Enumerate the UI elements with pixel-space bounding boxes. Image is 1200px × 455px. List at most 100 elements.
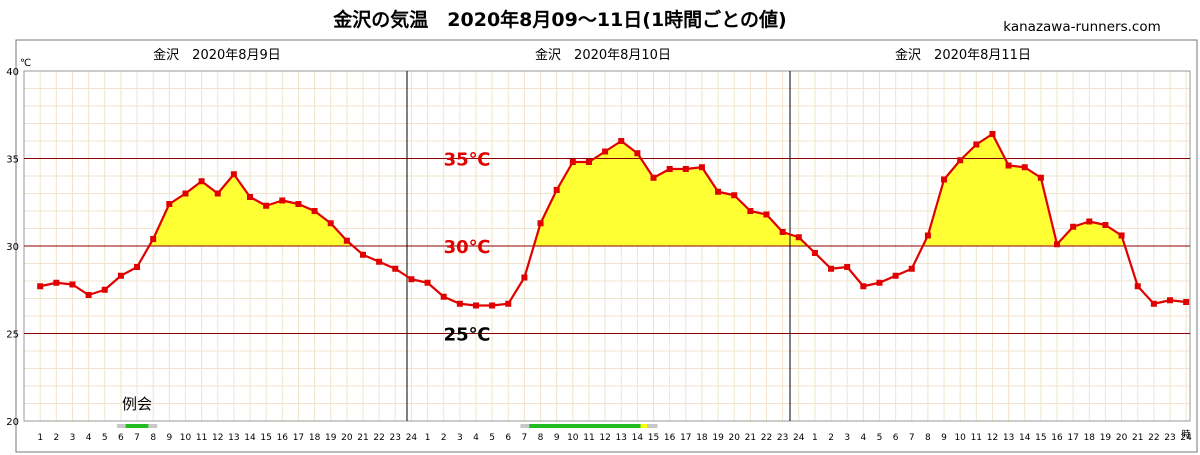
data-point [134,264,141,270]
x-tick-label: 13 [1003,433,1014,443]
x-tick-label: 1 [37,433,43,443]
daylight-bar-highlight [640,424,648,428]
y-tick-label: 20 [6,417,19,428]
data-point [682,166,689,172]
x-tick-label: 15 [260,433,271,443]
data-point [360,251,366,258]
y-tick-label: 40 [6,67,19,78]
x-tick-label: 6 [505,433,511,443]
data-point [327,220,334,227]
data-point [747,208,754,214]
data-point [618,138,625,144]
data-point [505,300,512,307]
data-point [37,283,44,290]
reference-lines [24,158,1190,334]
x-tick-label: 15 [1035,433,1046,443]
data-point [1183,299,1190,305]
x-tick-label: 21 [1132,433,1143,443]
reference-label-35: 35℃ [444,150,491,171]
y-tick-label: 35 [6,155,19,166]
data-point [392,265,399,272]
x-tick-label: 1 [425,433,431,443]
x-tick-label: 7 [134,433,140,443]
data-point [166,201,173,207]
data-point [731,192,738,199]
x-tick-label: 16 [664,433,676,443]
y-axis: 20 25 30 35 40℃ [6,58,31,428]
x-tick-label: 3 [844,433,850,443]
x-tick-label: 6 [893,433,899,443]
data-point [230,171,237,178]
daylight-bars [116,424,658,428]
x-tick-label: 9 [166,433,172,443]
x-tick-label: 5 [489,433,495,443]
x-tick-label: 3 [70,433,76,443]
data-point [456,300,463,307]
y-unit-label: ℃ [20,58,31,69]
x-tick-label: 9 [941,433,947,443]
chart-title: 金沢の気温 2020年8月09～11日(1時間ごとの値) [332,8,786,31]
x-tick-label: 17 [1067,433,1078,443]
x-tick-label: 14 [244,433,256,443]
data-point [650,174,657,181]
x-tick-label: 17 [680,433,691,443]
data-point [811,250,818,256]
data-point [1086,218,1093,225]
data-point [569,159,576,165]
data-point [311,208,318,214]
data-point [1037,174,1044,181]
data-point [472,302,479,309]
area-above-30 [40,134,1187,246]
data-point [1005,162,1012,169]
x-tick-label: 9 [554,433,560,443]
reference-label-25: 25℃ [444,325,491,346]
x-tick-label: 4 [473,433,479,443]
data-point [182,190,189,197]
x-tick-label: 10 [954,433,966,443]
data-point [247,194,254,200]
x-tick-label: 19 [1100,433,1112,443]
x-tick-label: 8 [150,433,156,443]
data-point [117,272,124,279]
y-tick-label: 30 [6,242,19,253]
x-tick-label: 20 [1116,433,1128,443]
data-point [376,258,383,265]
data-point [295,201,302,207]
data-point [1167,297,1173,304]
x-tick-label: 13 [228,433,239,443]
x-tick-label: 23 [777,433,788,443]
data-point [343,237,350,244]
data-point [698,164,705,171]
temperature-line [39,132,1187,307]
data-point [763,211,770,218]
data-point [844,264,851,270]
x-tick-label: 10 [180,433,192,443]
x-tick-label: 19 [325,433,337,443]
data-point [408,276,415,283]
reference-labels: 35℃ 30℃ 25℃ [444,150,491,346]
x-tick-label: 18 [1084,433,1096,443]
x-tick-label: 2 [441,433,447,443]
data-point [602,148,609,155]
x-tick-label: 14 [632,433,644,443]
data-point [924,232,931,239]
data-point [779,229,786,235]
x-tick-label: 22 [1148,433,1159,443]
data-point [795,234,802,241]
site-credit: kanazawa-runners.com [1003,19,1160,35]
data-point [1118,232,1125,239]
x-tick-label: 14 [1019,433,1031,443]
data-point [941,176,948,183]
data-point [537,220,544,227]
x-tick-label: 21 [745,433,756,443]
data-point [876,279,883,286]
data-point [279,197,286,204]
day-headings: 金沢 2020年8月9日 金沢 2020年8月10日 金沢 2020年8月11日 [153,47,1031,63]
x-tick-label: 4 [860,433,866,443]
data-point [521,274,528,281]
x-tick-label: 15 [648,433,659,443]
fill-above-30 [40,134,1187,246]
data-point [715,188,722,195]
day-dividers [406,71,791,421]
x-tick-label: 20 [341,433,353,443]
